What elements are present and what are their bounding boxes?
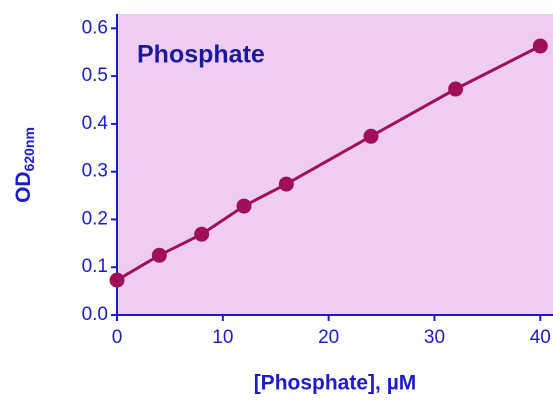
data-point [448,81,464,97]
x-tick-label: 40 [530,327,551,348]
y-tick-label: 0.5 [82,65,108,86]
x-tick-label: 20 [318,327,339,348]
data-point [532,38,548,54]
y-tick-label: 0.1 [82,256,108,277]
data-point [109,272,125,288]
x-tick-label: 0 [112,327,123,348]
y-tick-label: 0.3 [82,161,108,182]
plot-background [117,14,553,315]
data-point [194,226,210,242]
y-tick-label: 0.2 [82,208,108,229]
data-point [278,176,294,192]
data-point [363,128,379,144]
x-axis-label: [Phosphate], µM [254,372,417,395]
y-tick-label: 0.4 [82,113,109,134]
data-point [236,198,252,214]
x-tick-label: 30 [424,327,445,348]
y-axis-label: OD620nm [12,127,37,203]
data-point [151,247,167,263]
y-axis-label-subscript: 620nm [21,127,37,171]
x-tick-label: 10 [212,327,233,348]
y-tick-label: 0.0 [82,304,108,325]
y-axis-label-main: OD [12,171,35,203]
series-line [116,44,541,282]
chart-title: Phosphate [137,41,265,69]
y-tick-label: 0.6 [82,17,108,38]
